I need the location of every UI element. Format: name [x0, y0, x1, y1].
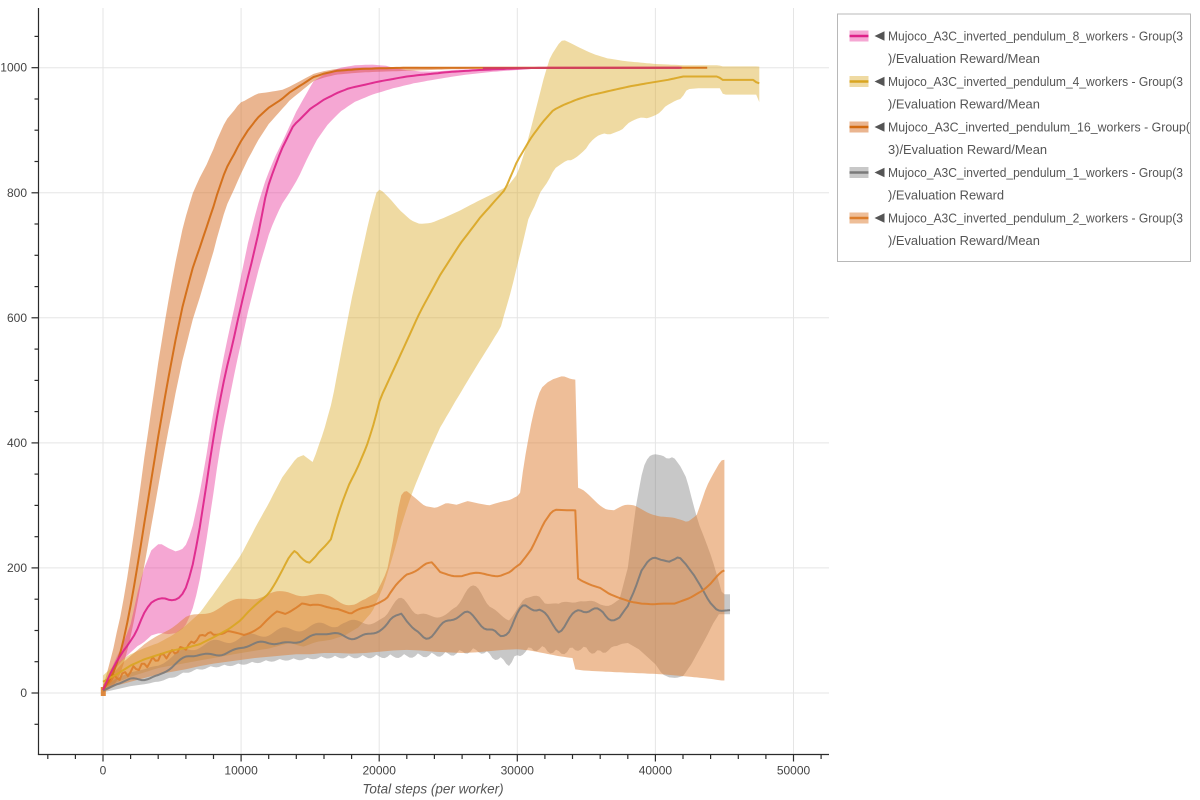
svg-text:Mujoco_A3C_inverted_pendulum_2: Mujoco_A3C_inverted_pendulum_2_workers -… [888, 211, 1183, 226]
svg-text:Mujoco_A3C_inverted_pendulum_1: Mujoco_A3C_inverted_pendulum_1_workers -… [888, 165, 1183, 180]
svg-text:50000: 50000 [777, 764, 811, 778]
svg-text:800: 800 [7, 186, 27, 200]
svg-text:)/Evaluation Reward: )/Evaluation Reward [888, 188, 1004, 203]
svg-text:200: 200 [7, 561, 27, 575]
svg-text:400: 400 [7, 436, 27, 450]
svg-text:)/Evaluation Reward/Mean: )/Evaluation Reward/Mean [888, 51, 1040, 66]
svg-text:600: 600 [7, 311, 27, 325]
svg-text:20000: 20000 [363, 764, 397, 778]
svg-text:)/Evaluation Reward/Mean: )/Evaluation Reward/Mean [888, 233, 1040, 248]
svg-text:)/Evaluation Reward/Mean: )/Evaluation Reward/Mean [888, 97, 1040, 112]
svg-text:0: 0 [100, 764, 107, 778]
svg-text:Mujoco_A3C_inverted_pendulum_8: Mujoco_A3C_inverted_pendulum_8_workers -… [888, 29, 1183, 44]
svg-text:1000: 1000 [0, 61, 27, 75]
svg-text:Mujoco_A3C_inverted_pendulum_1: Mujoco_A3C_inverted_pendulum_16_workers … [888, 120, 1191, 135]
svg-text:Mujoco_A3C_inverted_pendulum_4: Mujoco_A3C_inverted_pendulum_4_workers -… [888, 74, 1183, 89]
svg-text:10000: 10000 [224, 764, 258, 778]
svg-text:40000: 40000 [639, 764, 673, 778]
svg-text:3)/Evaluation Reward/Mean: 3)/Evaluation Reward/Mean [888, 142, 1047, 157]
svg-text:0: 0 [20, 686, 27, 700]
svg-text:Total steps (per worker): Total steps (per worker) [362, 782, 503, 797]
svg-text:30000: 30000 [501, 764, 535, 778]
